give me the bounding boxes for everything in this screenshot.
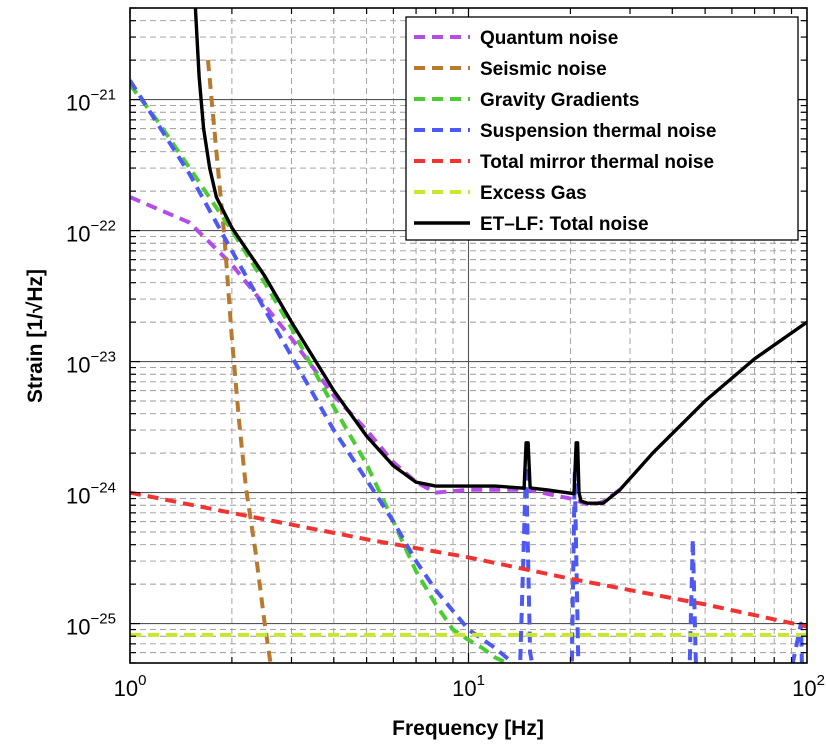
tick-marks (129, 7, 807, 664)
y-axis-label: Strain [1/√Hz] (24, 269, 47, 403)
series-group (130, 8, 807, 663)
x-axis-label: Frequency [Hz] (392, 717, 544, 740)
series-line-1 (206, 59, 273, 663)
series-line-2 (130, 83, 508, 663)
tick-labels: 100 101 102 10−25 10−24 10−23 10−22 10−21 (66, 87, 825, 701)
legend-label: ET–LF: Total noise (480, 214, 649, 235)
legend-label: Gravity Gradients (480, 90, 639, 111)
legend-label: Total mirror thermal noise (480, 152, 714, 173)
y-tick-label: 10−23 (66, 349, 116, 378)
x-tick-label: 101 (452, 672, 485, 701)
y-tick-label: 10−25 (66, 611, 116, 640)
y-tick-label: 10−24 (66, 480, 116, 509)
x-tick-label: 102 (792, 672, 825, 701)
legend-box (405, 16, 799, 241)
x-tick-label: 100 (114, 672, 147, 701)
legend-label: Quantum noise (480, 28, 618, 49)
y-tick-label: 10−21 (66, 87, 116, 116)
series-line-4 (130, 490, 807, 629)
legend-label: Seismic noise (480, 59, 607, 80)
legend-label: Suspension thermal noise (480, 121, 717, 142)
y-tick-label: 10−22 (66, 218, 116, 247)
series-line-6 (193, 8, 807, 505)
legend-label: Excess Gas (480, 183, 587, 204)
legend: Quantum noise Seismic noise Gravity Gradie… (405, 16, 799, 241)
